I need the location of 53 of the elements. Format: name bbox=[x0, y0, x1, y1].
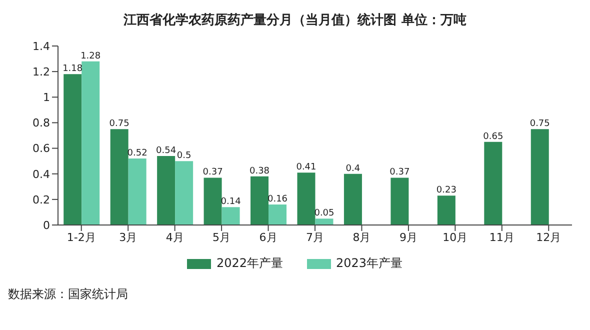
bar bbox=[437, 196, 456, 225]
x-tick-label: 10月 bbox=[442, 230, 468, 244]
bar bbox=[315, 218, 334, 225]
data-label: 0.37 bbox=[202, 168, 223, 178]
legend-label: 2023年产量 bbox=[335, 255, 403, 272]
y-tick-label: 0 bbox=[43, 218, 50, 232]
bar bbox=[344, 174, 362, 225]
y-tick-label: 0.4 bbox=[32, 168, 50, 181]
data-label: 1.18 bbox=[62, 64, 83, 74]
y-tick-label: 0.2 bbox=[32, 193, 50, 206]
data-label: 0.4 bbox=[346, 164, 360, 174]
data-label: 0.38 bbox=[249, 166, 270, 176]
bar bbox=[268, 204, 287, 225]
source-note: 数据来源：国家统计局 bbox=[8, 286, 129, 303]
data-label: 0.54 bbox=[156, 146, 176, 156]
bar bbox=[222, 207, 240, 225]
x-tick-label: 9月 bbox=[399, 230, 418, 244]
x-tick-label: 1-2月 bbox=[66, 230, 96, 244]
bar bbox=[175, 161, 194, 225]
data-label: 0.41 bbox=[296, 162, 316, 173]
bar bbox=[530, 129, 549, 225]
bar bbox=[484, 142, 502, 225]
legend-label: 2022年产量 bbox=[215, 255, 283, 272]
x-tick-label: 3月 bbox=[119, 230, 138, 244]
data-label: 0.37 bbox=[390, 168, 410, 178]
bar bbox=[204, 178, 222, 225]
bar bbox=[64, 74, 82, 225]
data-label: 0.75 bbox=[109, 119, 130, 130]
bar bbox=[157, 156, 176, 225]
y-tick-label: 1.2 bbox=[32, 65, 50, 78]
x-tick-label: 12月 bbox=[536, 230, 562, 244]
bar bbox=[110, 129, 128, 225]
bar bbox=[390, 178, 409, 225]
x-tick-label: 11月 bbox=[489, 230, 514, 244]
chart-title: 江西省化学农药原药产量分月（当月值）统计图 单位：万吨 bbox=[122, 12, 468, 30]
y-tick-label: 1.4 bbox=[32, 40, 50, 53]
data-label: 0.75 bbox=[530, 119, 550, 130]
y-tick-label: 1 bbox=[43, 91, 50, 104]
x-tick-label: 6月 bbox=[259, 230, 278, 244]
bar bbox=[250, 176, 269, 225]
bar bbox=[128, 158, 146, 225]
data-label: 0.65 bbox=[483, 132, 504, 142]
bar bbox=[82, 61, 100, 225]
bar bbox=[297, 172, 316, 225]
y-tick-label: 0.8 bbox=[32, 116, 50, 130]
y-tick-label: 0.6 bbox=[32, 142, 50, 156]
data-label: 1.28 bbox=[80, 51, 101, 62]
data-label: 0.23 bbox=[436, 186, 456, 196]
x-tick-label: 5月 bbox=[212, 230, 231, 244]
data-label: 0.5 bbox=[176, 151, 192, 162]
x-tick-label: 8月 bbox=[352, 230, 371, 244]
x-tick-label: 7月 bbox=[306, 230, 324, 244]
x-tick-label: 4月 bbox=[166, 230, 184, 244]
